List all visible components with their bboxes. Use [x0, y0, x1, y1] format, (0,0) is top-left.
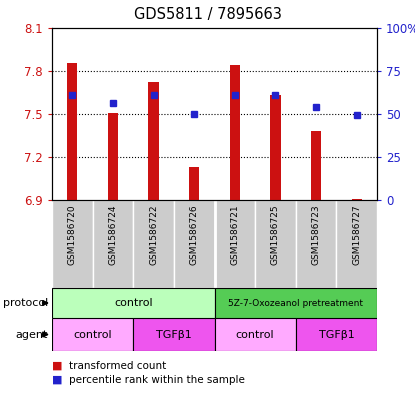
Bar — [52, 318, 133, 351]
Bar — [230, 64, 240, 200]
Bar — [215, 288, 377, 318]
Bar — [296, 318, 377, 351]
Text: GSM1586720: GSM1586720 — [68, 204, 77, 265]
Text: 5Z-7-Oxozeanol pretreatment: 5Z-7-Oxozeanol pretreatment — [228, 299, 363, 307]
Text: percentile rank within the sample: percentile rank within the sample — [68, 375, 244, 385]
Text: TGFβ1: TGFβ1 — [156, 329, 192, 340]
Bar — [270, 95, 281, 200]
Text: TGFβ1: TGFβ1 — [318, 329, 354, 340]
Bar — [133, 318, 215, 351]
Text: GSM1586727: GSM1586727 — [352, 204, 361, 265]
Text: control: control — [114, 298, 153, 308]
Text: ■: ■ — [52, 375, 63, 385]
Text: GDS5811 / 7895663: GDS5811 / 7895663 — [134, 7, 281, 22]
Text: protocol: protocol — [3, 298, 48, 308]
Bar — [52, 288, 215, 318]
Bar — [337, 200, 377, 288]
Bar — [149, 83, 159, 200]
Bar — [296, 200, 337, 288]
Bar — [133, 200, 174, 288]
Bar — [93, 200, 133, 288]
Text: GSM1586724: GSM1586724 — [108, 204, 117, 265]
Bar — [311, 131, 321, 200]
Text: GSM1586723: GSM1586723 — [312, 204, 320, 265]
Bar — [52, 200, 93, 288]
Text: ■: ■ — [52, 361, 63, 371]
Bar — [215, 200, 255, 288]
Text: control: control — [236, 329, 274, 340]
Text: agent: agent — [16, 329, 48, 340]
Text: control: control — [73, 329, 112, 340]
Bar — [352, 198, 362, 200]
Text: transformed count: transformed count — [68, 361, 166, 371]
Bar — [215, 318, 296, 351]
Text: GSM1586721: GSM1586721 — [230, 204, 239, 265]
Bar — [255, 200, 296, 288]
Text: GSM1586722: GSM1586722 — [149, 204, 158, 265]
Bar — [67, 63, 77, 200]
Text: GSM1586725: GSM1586725 — [271, 204, 280, 265]
Bar — [108, 112, 118, 200]
Text: GSM1586726: GSM1586726 — [190, 204, 199, 265]
Bar — [189, 167, 199, 200]
Bar — [174, 200, 215, 288]
